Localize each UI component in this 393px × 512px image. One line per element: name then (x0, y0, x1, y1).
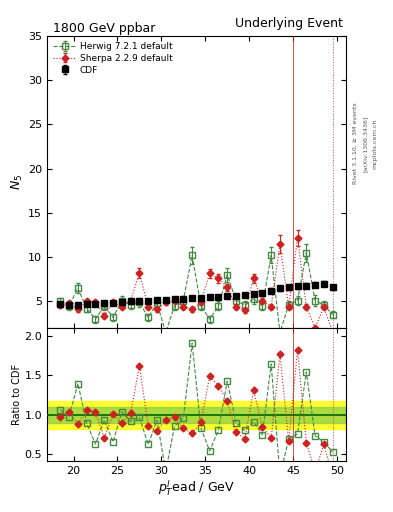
Y-axis label: $N_5$: $N_5$ (10, 174, 26, 190)
Y-axis label: Ratio to CDF: Ratio to CDF (12, 364, 22, 425)
Bar (47, 401, 346, 429)
Text: Underlying Event: Underlying Event (235, 17, 343, 30)
Text: [arXiv:1306.3436]: [arXiv:1306.3436] (363, 115, 368, 172)
Bar (47, 407, 346, 423)
Text: Rivet 3.1.10, ≥ 3M events: Rivet 3.1.10, ≥ 3M events (353, 102, 358, 184)
Text: 1800 GeV ppbar: 1800 GeV ppbar (53, 22, 156, 35)
Text: mcplots.cern.ch: mcplots.cern.ch (373, 118, 378, 168)
Legend: Herwig 7.2.1 default, Sherpa 2.2.9 default, CDF: Herwig 7.2.1 default, Sherpa 2.2.9 defau… (51, 40, 174, 76)
X-axis label: $p_T^l$ead / GeV: $p_T^l$ead / GeV (158, 478, 235, 498)
